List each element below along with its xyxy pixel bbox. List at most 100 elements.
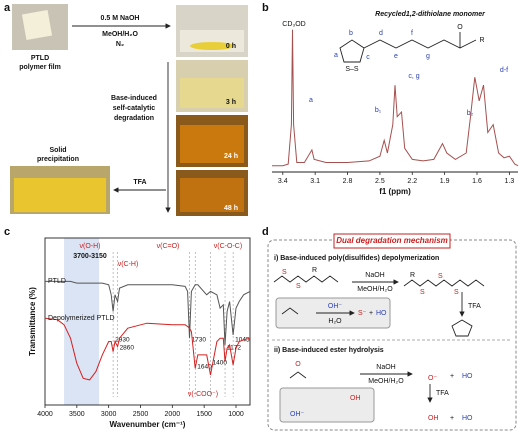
process: self-catalytic (113, 105, 156, 112)
atom: O (295, 361, 301, 368)
thiolate: S⁻ (358, 310, 367, 317)
reagent: TFA (133, 179, 146, 186)
condition: MeOH/H₂O (102, 31, 138, 38)
inset-reagent: OH⁻ (328, 303, 343, 310)
atom-label: g (426, 53, 430, 60)
atom: S (438, 273, 443, 280)
plus: + (450, 373, 454, 380)
solution (180, 125, 244, 163)
x-tick-label: 2.2 (407, 178, 417, 185)
panel-label: d (262, 226, 269, 238)
atom-label: e (394, 53, 398, 60)
atom: S (282, 269, 287, 276)
alcohol: HO (462, 415, 473, 422)
film (21, 9, 53, 41)
x-tick-label: 1.9 (440, 178, 450, 185)
plus: + (450, 415, 454, 422)
atom: S (454, 289, 459, 296)
atom-label: R (479, 37, 484, 44)
band-label: 3700-3150 (73, 253, 107, 260)
band-label: ν(-COO⁻) (188, 391, 218, 398)
ring (451, 319, 473, 337)
reagent: TFA (468, 303, 481, 310)
peak-label: 2860 (120, 345, 135, 352)
x-tick-label: 4000 (37, 411, 53, 418)
x-tick-label: 2.8 (343, 178, 353, 185)
band-label: ν(C-O-C) (214, 243, 242, 250)
film-residue (190, 42, 234, 50)
condition: 0.5 M NaOH (101, 15, 140, 22)
x-tick-label: 1000 (228, 411, 244, 418)
peak-label: b₁ (375, 107, 382, 114)
band-label: ν(O-H) (80, 243, 101, 250)
polymer (273, 275, 339, 283)
intermediate (403, 279, 485, 287)
chart: 3.4 3.1 2.8 2.5 2.2 1.9 1.6 1.3 f1 (ppm) (272, 29, 519, 196)
atom-label: d (379, 30, 383, 37)
base: OH⁻ (290, 411, 305, 418)
x-tick-label: 1500 (196, 411, 212, 418)
title-box (333, 233, 451, 249)
time-label: 24 h (224, 153, 238, 160)
atom-label: O (457, 24, 463, 31)
x-tick-label: 1.6 (472, 178, 482, 185)
x-tick-label: 2000 (165, 411, 181, 418)
peak-label: c, g (408, 73, 419, 80)
acid: OH (428, 415, 439, 422)
plus: + (369, 310, 373, 317)
peak-label: 1640 (197, 364, 212, 371)
band-label: ν(C-H) (118, 261, 139, 268)
product: Solid (49, 147, 66, 154)
atom-label: b (349, 30, 353, 37)
condition: MeOH/H₂O (357, 286, 393, 293)
series-line (45, 280, 251, 345)
band-label: ν(C=O) (157, 243, 180, 250)
film-label: polymer film (19, 64, 61, 71)
mechanism-title: Dual degradation mechanism (336, 236, 448, 245)
panel-a: a PTLD polymer film 0.5 M NaOH MeOH/H₂O … (4, 2, 248, 216)
atom-label: c (366, 54, 370, 61)
alcohol: HO (462, 373, 473, 380)
ester (289, 371, 307, 379)
process: degradation (114, 115, 154, 122)
series-line (272, 29, 519, 167)
peak-label: d-f (500, 67, 508, 74)
substituent: R (410, 272, 415, 279)
x-tick-label: 2500 (133, 411, 149, 418)
plot-frame (44, 237, 251, 406)
time-label: 48 h (224, 205, 238, 212)
condition: NaOH (365, 272, 384, 279)
x-tick-label: 3.1 (310, 178, 320, 185)
x-axis-label: f1 (ppm) (379, 187, 411, 196)
precipitate (14, 178, 106, 212)
peak-label: 1730 (192, 337, 207, 344)
inset-title: Recycled1,2-dithiolane monomer (375, 11, 486, 18)
inset-reagent: H₂O (328, 318, 342, 325)
atom-label: f (411, 30, 413, 37)
product: HO (376, 310, 387, 317)
x-tick-label: 2.5 (375, 178, 385, 185)
x-tick-label: 3500 (69, 411, 85, 418)
series-label: Depolymerized PTLD (48, 315, 115, 322)
atom: S (296, 283, 301, 290)
x-tick-label: 1.3 (505, 178, 515, 185)
panel-label: b (262, 2, 269, 14)
y-axis-label: Transmittance (%) (28, 287, 37, 356)
condition: N₂ (116, 41, 124, 48)
peak-label: 2930 (115, 337, 130, 344)
solution (180, 78, 244, 108)
peak-label: CD₃OD (282, 21, 305, 28)
section-title: i) Base-induced poly(disulfides) depolym… (274, 255, 439, 262)
solution (180, 178, 244, 212)
peak-label: 1400 (213, 360, 228, 367)
atom: S (420, 289, 425, 296)
disulfide (281, 307, 299, 315)
process: Base-induced (111, 95, 157, 102)
section-title: ii) Base-induced ester hydrolysis (274, 347, 384, 354)
panel-label: c (4, 226, 10, 238)
condition: MeOH/H₂O (368, 378, 404, 385)
atom-label: S–S (345, 66, 359, 73)
peak-label: a (309, 97, 313, 104)
